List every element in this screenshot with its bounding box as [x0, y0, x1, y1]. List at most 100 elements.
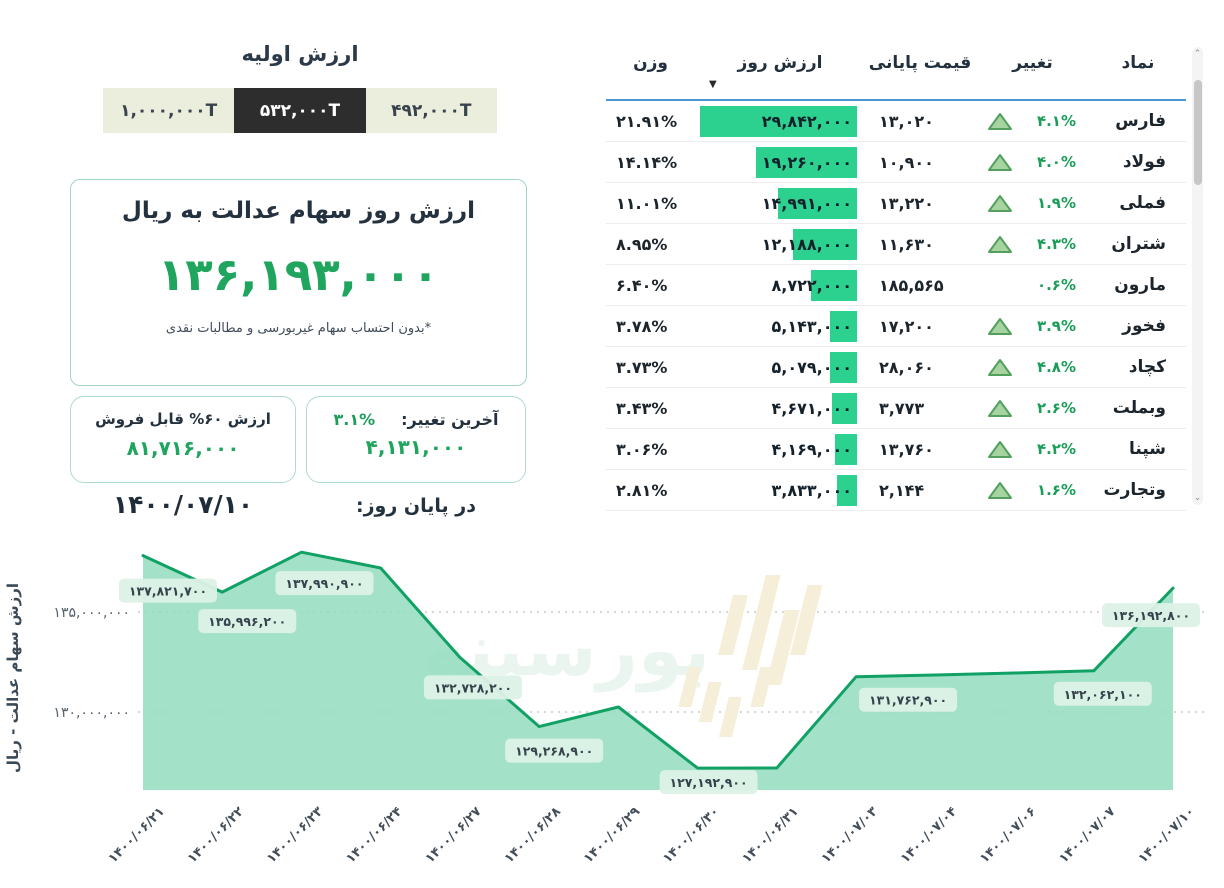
last-change-label: آخرین تغییر: [401, 410, 499, 429]
change-percent: ۴.۳% [1036, 235, 1076, 253]
day-value-bar [830, 352, 857, 383]
table-row[interactable]: شپنا ۴.۲% ۱۳,۷۶۰ ۴,۱۶۹,۰۰۰ ۳.۰۶% [606, 429, 1186, 470]
up-triangle-icon [988, 399, 1012, 417]
day-value-number: ۲۹,۸۴۲,۰۰۰ [761, 112, 852, 131]
last-change-card: ۳.۱% آخرین تغییر: ۴,۱۳۱,۰۰۰ [306, 396, 526, 483]
day-value-bar [832, 393, 857, 424]
day-value-cell: ۵,۱۴۳,۰۰۰ [695, 306, 865, 346]
day-value-cell: ۴,۱۶۹,۰۰۰ [695, 429, 865, 469]
up-triangle-icon [988, 235, 1012, 253]
change-percent: ۲.۶% [1036, 399, 1076, 417]
sort-desc-icon[interactable]: ▼ [709, 79, 717, 90]
change-percent: ۴.۲% [1036, 440, 1076, 458]
change-cell: ۴.۲% [975, 440, 1090, 459]
svg-text:۱۳۵,۹۹۶,۲۰۰: ۱۳۵,۹۹۶,۲۰۰ [208, 614, 286, 629]
day-value-bar [700, 106, 857, 137]
svg-text:۱۳۷,۸۲۱,۷۰۰: ۱۳۷,۸۲۱,۷۰۰ [129, 584, 207, 599]
svg-text:۱۳۶,۱۹۲,۸۰۰: ۱۳۶,۱۹۲,۸۰۰ [1112, 608, 1190, 623]
symbol-cell: فخوز [1122, 316, 1166, 336]
day-value-number: ۳,۸۳۳,۰۰۰ [771, 481, 852, 500]
close-price-cell: ۲۸,۰۶۰ [879, 357, 934, 377]
symbol-cell: وبملت [1112, 398, 1166, 418]
up-triangle-icon [988, 194, 1012, 212]
up-triangle-icon [988, 440, 1012, 458]
symbol-cell: فولاد [1122, 152, 1166, 172]
table-row[interactable]: وبملت ۲.۶% ۳,۷۷۳ ۴,۶۷۱,۰۰۰ ۳.۴۳% [606, 388, 1186, 429]
weight-cell: ۱۱.۰۱% [616, 193, 678, 213]
symbol-cell: کچاد [1128, 357, 1166, 377]
report-date: ۱۴۰۰/۰۷/۱۰ [112, 490, 254, 519]
header-day-value-label: ارزش روز [737, 53, 823, 73]
last-change-amount: ۴,۱۳۱,۰۰۰ [365, 435, 467, 459]
change-cell: ۱.۹% [975, 194, 1090, 213]
table-scrollbar[interactable]: ⌃ ⌄ [1192, 47, 1203, 505]
change-percent: ۴.۰% [1036, 153, 1076, 171]
x-tick-label: ۱۴۰۰/۰۷/۱۰ [1136, 804, 1198, 866]
y-tick-label: ۱۳۰,۰۰۰,۰۰۰ [53, 705, 130, 721]
daily-value-card: ارزش روز سهام عدالت به ریال ۱۳۶,۱۹۳,۰۰۰ … [70, 179, 527, 386]
svg-text:۱۳۷,۹۹۰,۹۰۰: ۱۳۷,۹۹۰,۹۰۰ [285, 576, 363, 591]
header-symbol[interactable]: نماد [1121, 53, 1155, 73]
day-value-bar [811, 270, 857, 301]
x-tick-label: ۱۴۰۰/۰۶/۲۹ [581, 804, 643, 866]
data-point-label: ۱۳۵,۹۹۶,۲۰۰ [198, 609, 297, 634]
weight-cell: ۳.۷۳% [616, 357, 668, 377]
area-fill [143, 552, 1173, 790]
day-value-number: ۴,۱۶۹,۰۰۰ [771, 440, 852, 459]
sellable-value-card: ارزش ۶۰% قابل فروش ۸۱,۷۱۶,۰۰۰ [70, 396, 296, 483]
close-price-cell: ۱۸۵,۵۶۵ [879, 275, 944, 295]
close-price-cell: ۱۳,۰۲۰ [879, 111, 934, 131]
day-value-cell: ۸,۷۲۲,۰۰۰ [695, 265, 865, 305]
weight-cell: ۱۴.۱۴% [616, 152, 678, 172]
day-value-bar [830, 311, 857, 342]
y-tick-label: ۱۳۵,۰۰۰,۰۰۰ [53, 605, 130, 621]
x-tick-label: ۱۴۰۰/۰۷/۰۶ [977, 804, 1039, 866]
initial-value-tab-1[interactable]: ۵۳۲,۰۰۰T [234, 88, 366, 133]
weight-cell: ۳.۰۶% [616, 439, 668, 459]
holdings-table: نماد تغییر قیمت پایانی ارزش روز ▼ وزن فا… [606, 45, 1186, 511]
close-price-cell: ۱۳,۲۲۰ [879, 193, 934, 213]
change-cell: ۰.۶% [975, 276, 1090, 295]
last-change-percent: ۳.۱% [333, 410, 376, 429]
header-day-value[interactable]: ارزش روز ▼ [695, 53, 865, 99]
day-value-bar [793, 229, 857, 260]
daily-value-amount: ۱۳۶,۱۹۳,۰۰۰ [157, 248, 440, 301]
x-tick-label: ۱۴۰۰/۰۶/۲۳ [264, 804, 326, 866]
change-cell: ۴.۳% [975, 235, 1090, 254]
day-value-number: ۸,۷۲۲,۰۰۰ [771, 276, 852, 295]
table-row[interactable]: فخوز ۳.۹% ۱۷,۲۰۰ ۵,۱۴۳,۰۰۰ ۳.۷۸% [606, 306, 1186, 347]
close-price-cell: ۳,۷۷۳ [879, 398, 925, 418]
header-change[interactable]: تغییر [1012, 53, 1053, 73]
change-percent: ۰.۶% [1036, 276, 1076, 294]
symbol-cell: شپنا [1129, 439, 1166, 459]
initial-value-tab-0[interactable]: ۱,۰۰۰,۰۰۰T [103, 88, 235, 133]
table-row[interactable]: مارون ۰.۶% ۱۸۵,۵۶۵ ۸,۷۲۲,۰۰۰ ۶.۴۰% [606, 265, 1186, 306]
day-value-cell: ۱۹,۲۶۰,۰۰۰ [695, 142, 865, 182]
scroll-down-icon[interactable]: ⌄ [1193, 493, 1202, 503]
table-row[interactable]: وتجارت ۱.۶% ۲,۱۴۴ ۳,۸۳۳,۰۰۰ ۲.۸۱% [606, 470, 1186, 511]
table-row[interactable]: فارس ۴.۱% ۱۳,۰۲۰ ۲۹,۸۴۲,۰۰۰ ۲۱.۹۱% [606, 101, 1186, 142]
sellable-value-title: ارزش ۶۰% قابل فروش [95, 410, 271, 428]
sellable-value-amount: ۸۱,۷۱۶,۰۰۰ [126, 436, 240, 460]
day-value-bar [756, 147, 857, 178]
table-row[interactable]: شتران ۴.۳% ۱۱,۶۳۰ ۱۲,۱۸۸,۰۰۰ ۸.۹۵% [606, 224, 1186, 265]
header-weight[interactable]: وزن [633, 53, 668, 73]
day-value-number: ۴,۶۷۱,۰۰۰ [771, 399, 852, 418]
day-value-cell: ۵,۰۷۹,۰۰۰ [695, 347, 865, 387]
close-price-cell: ۱۷,۲۰۰ [879, 316, 934, 336]
x-tick-label: ۱۴۰۰/۰۶/۲۸ [502, 804, 564, 866]
day-value-bar [778, 188, 857, 219]
data-point-label: ۱۲۹,۲۶۸,۹۰۰ [505, 738, 604, 763]
table-row[interactable]: کچاد ۴.۸% ۲۸,۰۶۰ ۵,۰۷۹,۰۰۰ ۳.۷۳% [606, 347, 1186, 388]
table-row[interactable]: فملی ۱.۹% ۱۳,۲۲۰ ۱۴,۹۹۱,۰۰۰ ۱۱.۰۱% [606, 183, 1186, 224]
symbol-cell: وتجارت [1103, 480, 1166, 500]
initial-value-tab-2[interactable]: ۴۹۲,۰۰۰T [365, 88, 497, 133]
symbol-cell: فملی [1119, 193, 1166, 213]
header-close-price[interactable]: قیمت پایانی [868, 53, 972, 73]
scrollbar-thumb[interactable] [1193, 80, 1202, 185]
scroll-up-icon[interactable]: ⌃ [1193, 49, 1202, 59]
data-point-label: ۱۳۷,۸۲۱,۷۰۰ [119, 578, 217, 603]
x-tick-label: ۱۴۰۰/۰۷/۰۷ [1056, 804, 1118, 866]
svg-text:۱۳۱,۷۶۲,۹۰۰: ۱۳۱,۷۶۲,۹۰۰ [869, 693, 947, 708]
table-row[interactable]: فولاد ۴.۰% ۱۰,۹۰۰ ۱۹,۲۶۰,۰۰۰ ۱۴.۱۴% [606, 142, 1186, 183]
